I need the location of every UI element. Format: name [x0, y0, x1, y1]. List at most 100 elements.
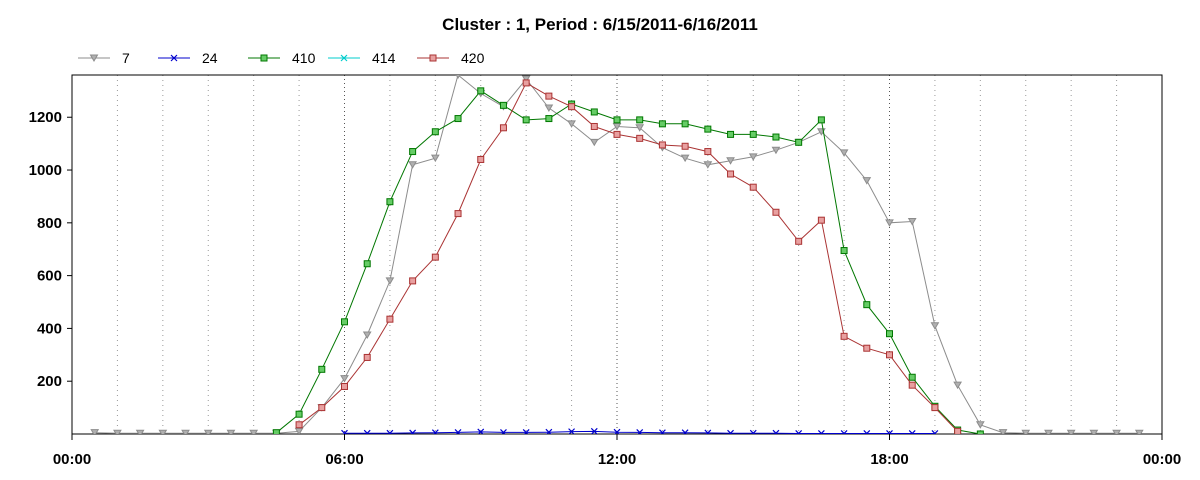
data-point-7: [135, 429, 145, 434]
y-tick-label: 1000: [29, 162, 62, 179]
data-point-420: [431, 253, 439, 261]
x-tick-label: 18:00: [870, 451, 908, 468]
series-24: [341, 427, 939, 434]
data-point-7: [1021, 429, 1031, 434]
data-point-410: [658, 120, 666, 128]
data-point-410: [613, 116, 621, 124]
legend: 7 24 410 414 420: [78, 50, 485, 66]
data-point-410: [976, 430, 984, 434]
data-point-7: [567, 120, 576, 128]
data-point-7: [544, 104, 554, 112]
data-point-24: [795, 430, 803, 434]
chart-title: Cluster : 1, Period : 6/15/2011-6/16/201…: [442, 15, 758, 34]
data-point-410: [590, 108, 598, 116]
data-point-7: [1044, 429, 1053, 434]
legend-swatch-marker: [340, 54, 348, 62]
series-7: [90, 75, 1144, 434]
legend-label: 414: [372, 50, 396, 66]
y-tick-label: 800: [37, 215, 62, 232]
data-point-7: [226, 429, 236, 434]
data-point-410: [840, 247, 848, 255]
data-point-420: [636, 134, 644, 142]
data-point-7: [612, 122, 622, 131]
data-point-24: [931, 430, 939, 434]
data-point-7: [521, 75, 531, 83]
data-point-24: [772, 429, 780, 434]
data-point-24: [431, 429, 439, 434]
data-point-420: [454, 210, 462, 218]
y-tick-label: 400: [37, 320, 62, 337]
data-point-7: [726, 157, 735, 165]
data-point-410: [386, 198, 394, 206]
data-point-24: [363, 429, 371, 434]
data-point-24: [500, 428, 507, 434]
data-point-24: [409, 429, 417, 434]
data-point-410: [908, 373, 916, 381]
data-point-420: [704, 148, 712, 156]
data-point-24: [863, 430, 871, 434]
data-point-410: [727, 130, 735, 138]
data-point-7: [953, 381, 962, 390]
data-point-420: [477, 155, 485, 163]
series-420: [295, 79, 962, 434]
data-point-420: [568, 103, 576, 111]
data-point-24: [341, 429, 348, 434]
data-point-24: [613, 428, 621, 434]
data-point-410: [341, 318, 348, 326]
y-tick-label: 1200: [29, 109, 62, 126]
data-point-7: [862, 177, 872, 185]
data-point-420: [409, 277, 417, 285]
data-point-420: [840, 332, 848, 340]
data-point-7: [203, 429, 213, 434]
data-point-410: [318, 365, 326, 373]
data-point-7: [158, 429, 168, 434]
data-point-420: [658, 141, 666, 149]
data-point-24: [886, 430, 893, 434]
data-point-7: [1066, 429, 1076, 434]
legend-item-414: 414: [328, 50, 396, 66]
legend-swatch-marker: [429, 54, 437, 62]
data-point-24: [522, 428, 530, 434]
data-point-420: [681, 142, 689, 150]
data-point-420: [795, 237, 803, 245]
data-point-24: [568, 428, 576, 434]
data-point-24: [658, 429, 666, 434]
data-point-7: [430, 154, 440, 163]
data-point-420: [363, 353, 371, 361]
data-point-410: [749, 130, 757, 138]
x-tick-label: 00:00: [53, 451, 91, 468]
legend-item-420: 420: [417, 50, 485, 66]
data-point-7: [1089, 429, 1099, 434]
data-point-24: [636, 428, 644, 434]
data-point-7: [340, 375, 349, 383]
data-point-24: [840, 430, 848, 434]
data-point-7: [998, 429, 1008, 434]
data-point-420: [863, 344, 871, 352]
data-point-420: [386, 315, 394, 323]
legend-item-410: 410: [248, 50, 316, 66]
data-point-410: [295, 410, 303, 418]
data-point-410: [636, 116, 644, 124]
data-point-7: [930, 322, 940, 330]
data-point-410: [363, 260, 371, 268]
data-point-7: [385, 277, 395, 285]
data-point-410: [704, 125, 712, 133]
data-point-24: [454, 428, 462, 434]
data-point-7: [408, 161, 417, 169]
data-point-410: [863, 301, 871, 309]
data-point-7: [907, 218, 917, 226]
data-point-410: [272, 429, 280, 434]
data-point-7: [839, 149, 849, 157]
data-point-420: [772, 208, 780, 216]
data-point-410: [431, 128, 439, 136]
data-point-420: [522, 79, 530, 87]
data-point-420: [908, 381, 916, 389]
data-point-420: [499, 124, 507, 132]
data-point-420: [295, 421, 303, 429]
data-point-7: [748, 153, 758, 161]
series-layer: [90, 75, 1144, 434]
data-point-420: [613, 130, 621, 138]
legend-label: 24: [202, 50, 218, 66]
data-point-7: [635, 124, 645, 132]
data-point-410: [454, 115, 462, 123]
